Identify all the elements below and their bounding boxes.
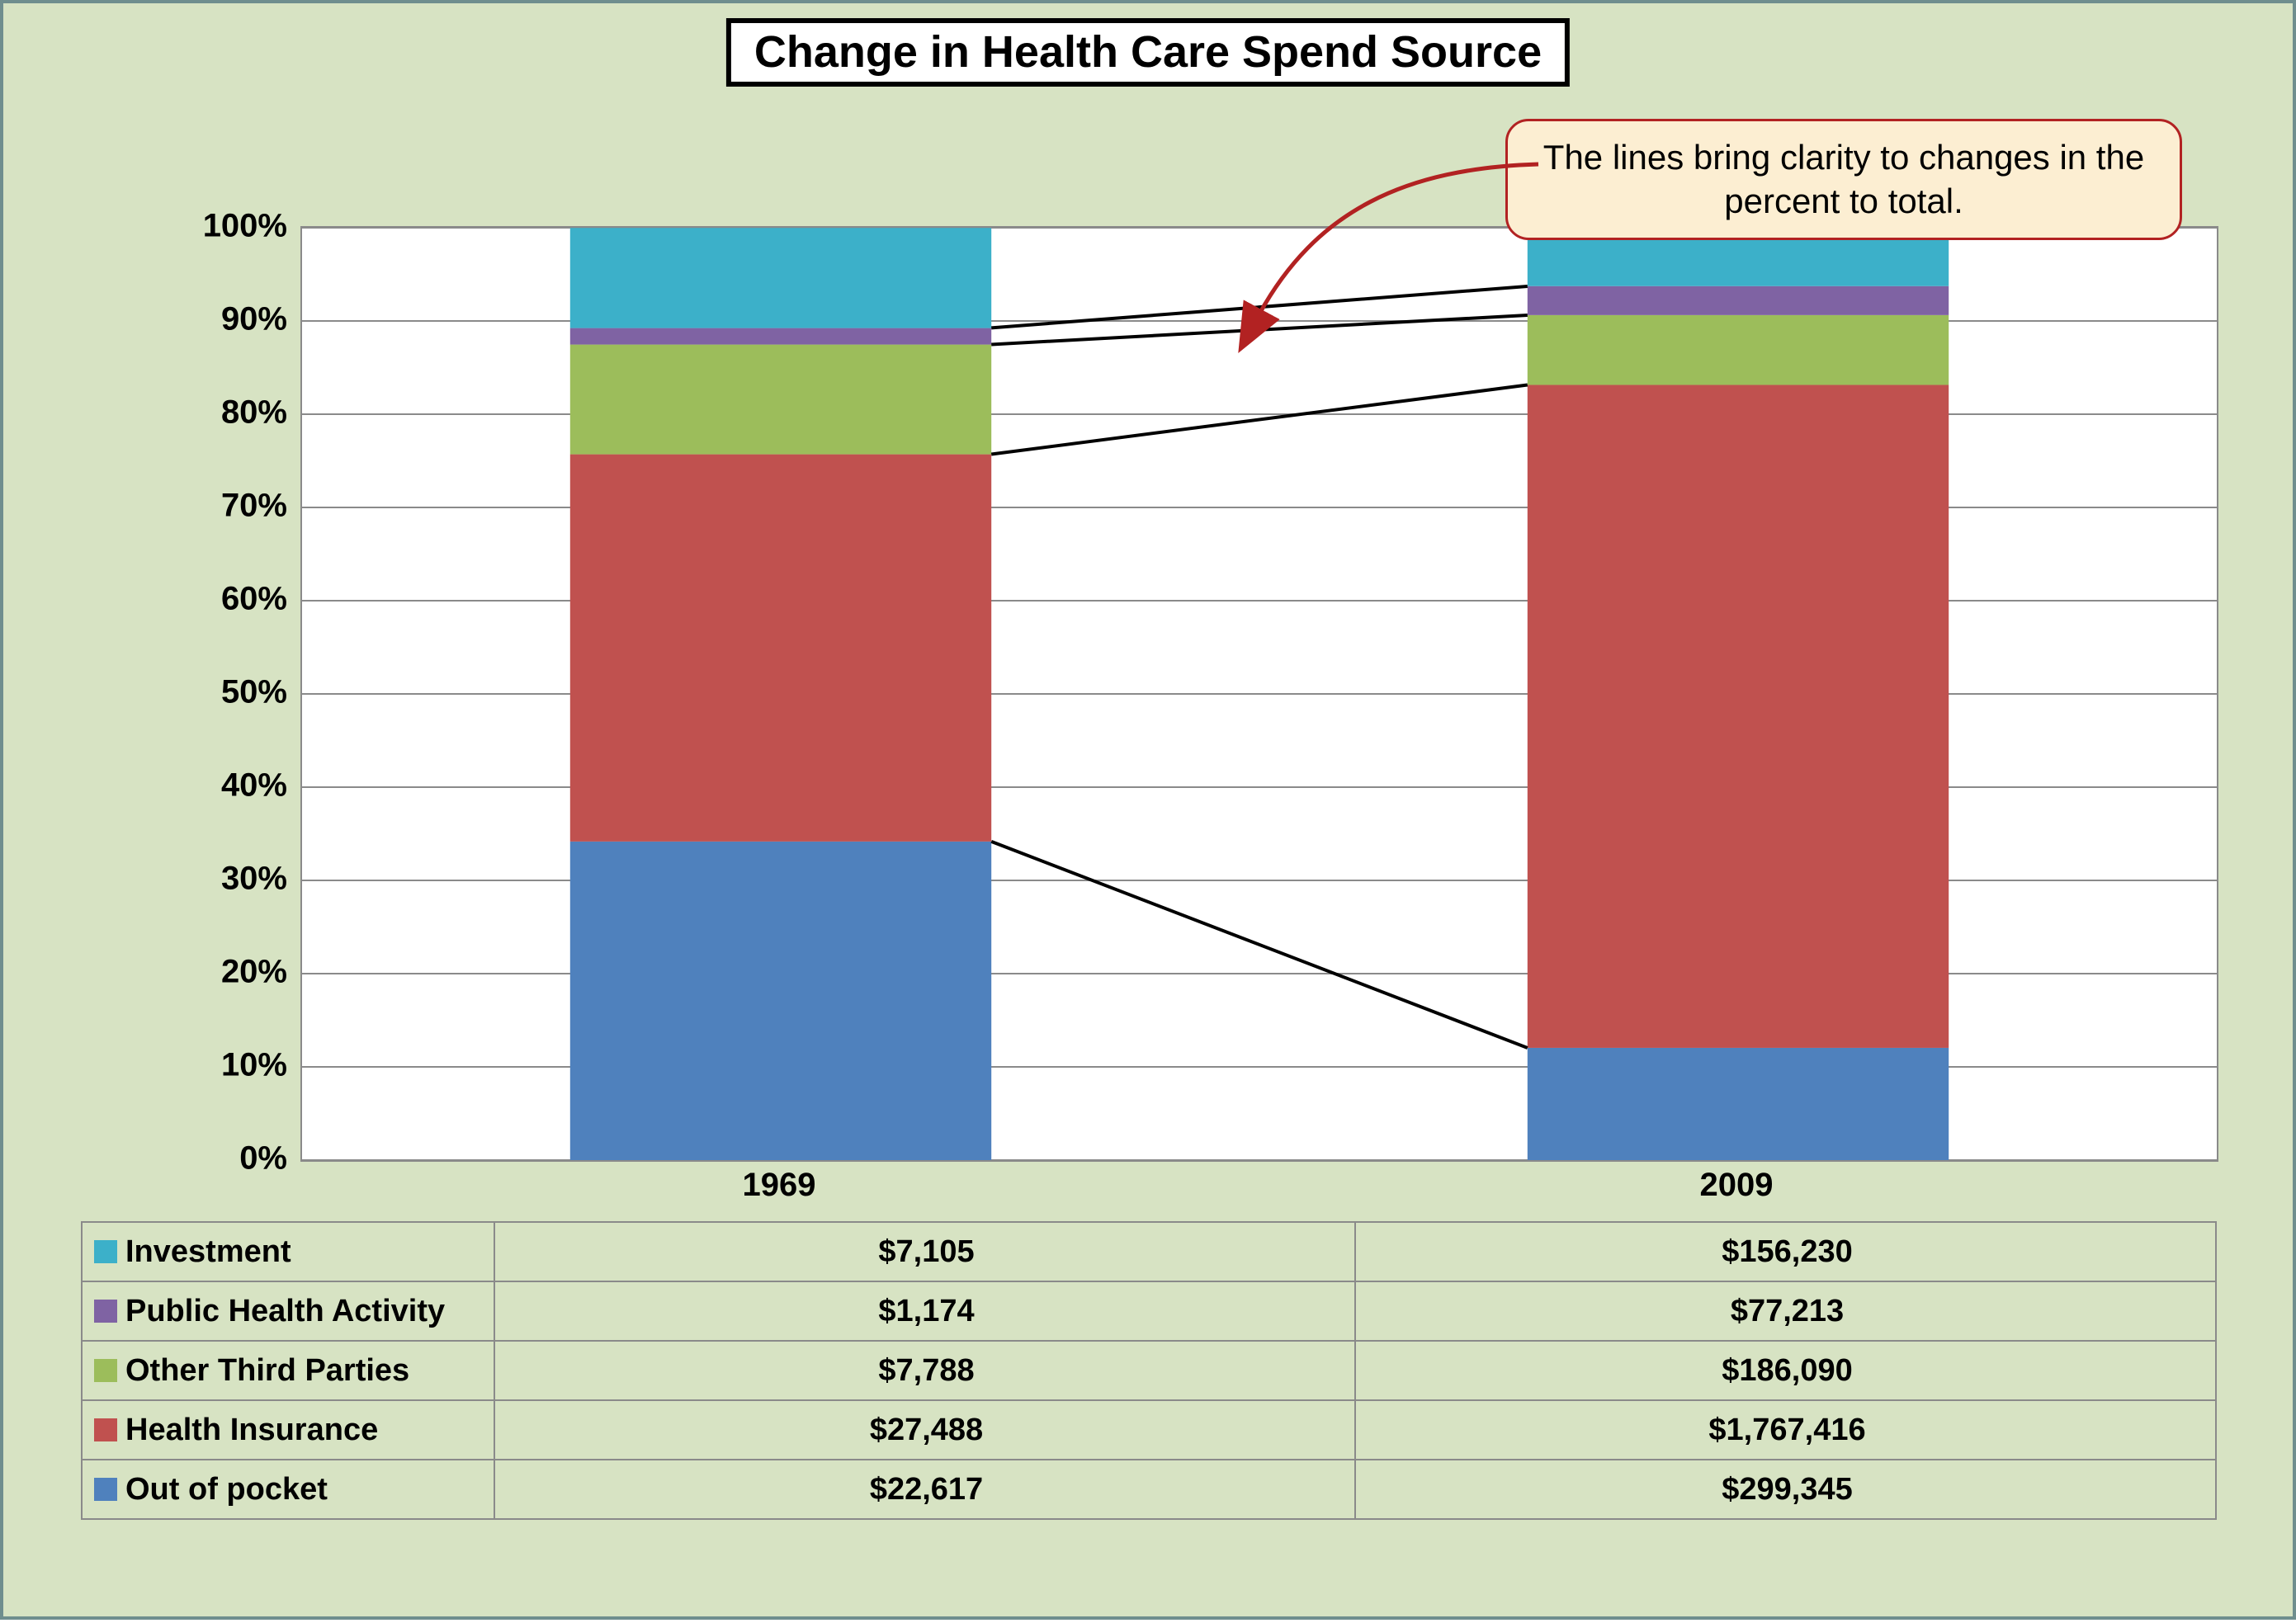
x-axis-labels: 1969 2009 — [300, 1167, 2215, 1216]
series-label: Public Health Activity — [82, 1281, 494, 1341]
bar-segment-public_health — [570, 328, 991, 345]
table-row: Other Third Parties$7,788$186,090 — [82, 1341, 2216, 1400]
table-row: Out of pocket$22,617$299,345 — [82, 1460, 2216, 1519]
y-tick: 0% — [188, 1140, 287, 1177]
table-cell: $299,345 — [1355, 1460, 2216, 1519]
bar-segment-health_insurance — [570, 455, 991, 842]
legend-swatch — [94, 1418, 117, 1441]
y-tick: 10% — [188, 1047, 287, 1084]
y-tick: 60% — [188, 581, 287, 618]
bar-segment-other_third_parties — [570, 345, 991, 455]
table-cell: $27,488 — [494, 1400, 1355, 1460]
bar-segment-investment — [570, 228, 991, 328]
table-cell: $156,230 — [1355, 1222, 2216, 1281]
y-tick: 100% — [188, 208, 287, 245]
chart-frame: Change in Health Care Spend Source Perce… — [0, 0, 2296, 1620]
legend-swatch — [94, 1359, 117, 1382]
series-label: Investment — [82, 1222, 494, 1281]
table-cell: $186,090 — [1355, 1341, 2216, 1400]
legend-swatch — [94, 1240, 117, 1263]
bar-segment-public_health — [1528, 286, 1949, 315]
bar-segment-other_third_parties — [1528, 315, 1949, 385]
table-cell: $22,617 — [494, 1460, 1355, 1519]
x-label-1969: 1969 — [743, 1167, 816, 1204]
chart-title: Change in Health Care Spend Source — [726, 18, 1570, 87]
table-row: Investment$7,105$156,230 — [82, 1222, 2216, 1281]
table-cell: $77,213 — [1355, 1281, 2216, 1341]
plot-area — [300, 226, 2218, 1162]
y-tick: 30% — [188, 861, 287, 898]
series-label: Other Third Parties — [82, 1341, 494, 1400]
callout-box: The lines bring clarity to changes in th… — [1505, 119, 2182, 240]
x-label-2009: 2009 — [1700, 1167, 1774, 1204]
bar-segment-out_of_pocket — [1528, 1048, 1949, 1160]
y-tick: 20% — [188, 954, 287, 991]
y-tick: 70% — [188, 488, 287, 525]
y-tick: 90% — [188, 301, 287, 338]
legend-swatch — [94, 1300, 117, 1323]
data-table: Investment$7,105$156,230Public Health Ac… — [81, 1221, 2217, 1520]
legend-swatch — [94, 1478, 117, 1501]
y-tick: 50% — [188, 674, 287, 711]
y-tick: 40% — [188, 767, 287, 804]
series-label: Health Insurance — [82, 1400, 494, 1460]
table-row: Public Health Activity$1,174$77,213 — [82, 1281, 2216, 1341]
y-tick: 80% — [188, 394, 287, 432]
connector-lines — [991, 286, 1528, 1048]
series-label: Out of pocket — [82, 1460, 494, 1519]
table-row: Health Insurance$27,488$1,767,416 — [82, 1400, 2216, 1460]
table-cell: $1,174 — [494, 1281, 1355, 1341]
table-cell: $1,767,416 — [1355, 1400, 2216, 1460]
table-cell: $7,788 — [494, 1341, 1355, 1400]
bar-segment-out_of_pocket — [570, 842, 991, 1160]
bar-segment-health_insurance — [1528, 385, 1949, 1048]
plot-svg — [302, 228, 2217, 1160]
table-cell: $7,105 — [494, 1222, 1355, 1281]
